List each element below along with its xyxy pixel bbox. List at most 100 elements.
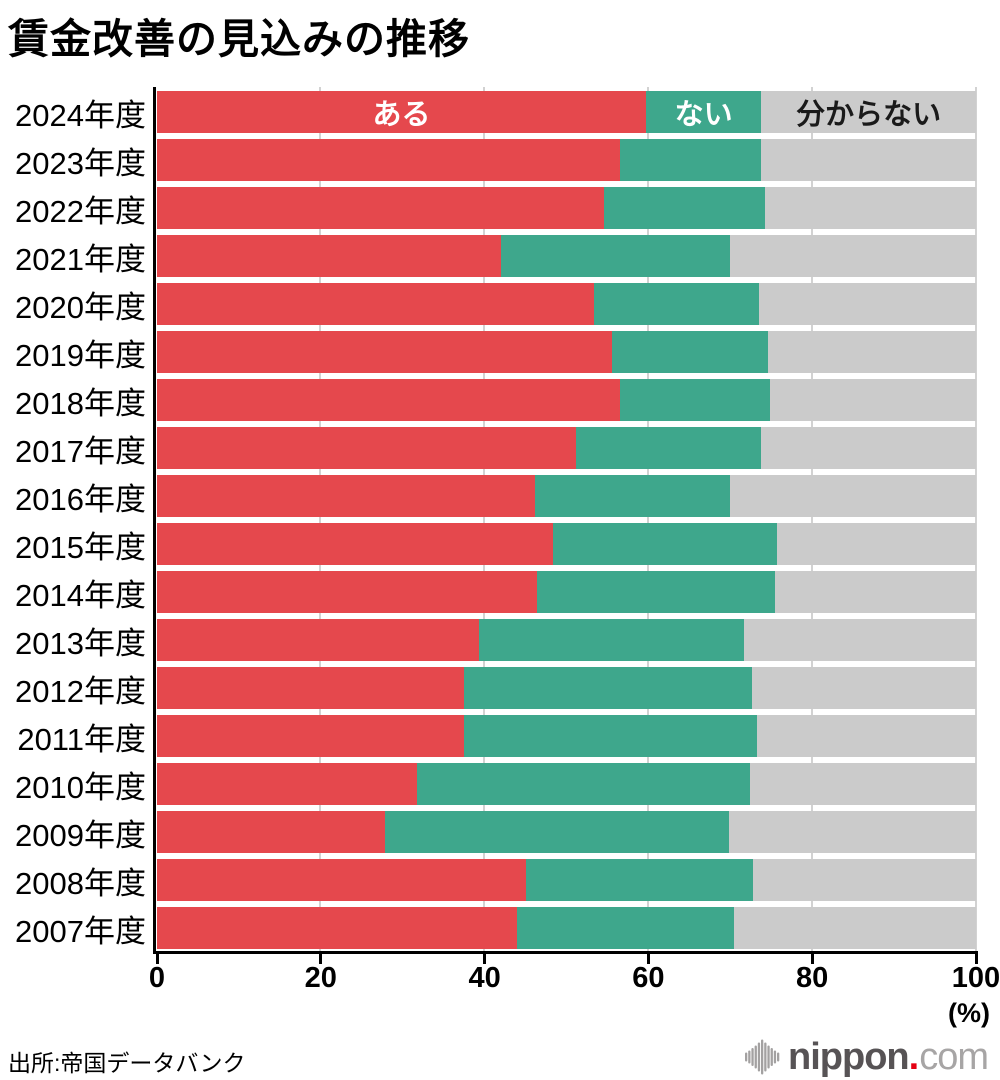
- bar-segment-分からない: [767, 331, 976, 373]
- logo-text-com: com: [919, 1036, 989, 1078]
- x-axis-tick-40: [483, 954, 487, 964]
- gridline-20: [319, 87, 322, 951]
- y-axis-label-2022年度: 2022年度: [15, 193, 146, 229]
- y-axis-label-2015年度: 2015年度: [15, 529, 146, 565]
- y-axis-line: [153, 87, 156, 954]
- x-axis-unit-label: (%): [948, 998, 990, 1028]
- bar-row-2009年度: [157, 811, 976, 853]
- legend-label-分からない: 分からない: [796, 99, 942, 131]
- bar-segment-ある: [157, 331, 612, 373]
- bar-segment-ない: [619, 379, 771, 421]
- y-axis-label-2020年度: 2020年度: [15, 289, 146, 325]
- chart-title: 賃金改善の見込みの推移: [8, 16, 470, 62]
- bar-segment-ある: [157, 571, 538, 613]
- bar-segment-ある: [157, 187, 605, 229]
- bar-segment-ある: [157, 379, 620, 421]
- bar-segment-分からない: [764, 187, 976, 229]
- x-axis-tick-label-0: 0: [148, 962, 166, 994]
- y-axis-label-2024年度: 2024年度: [15, 97, 146, 133]
- bar-segment-ない: ない: [645, 91, 762, 133]
- y-axis-label-2021年度: 2021年度: [15, 241, 146, 277]
- bar-row-2016年度: [157, 475, 976, 517]
- logo-text-nippon: nippon: [788, 1036, 910, 1078]
- bar-segment-ない: [537, 571, 775, 613]
- bar-segment-ある: [157, 763, 417, 805]
- bar-segment-ない: [464, 667, 752, 709]
- y-axis-label-2016年度: 2016年度: [15, 481, 146, 517]
- bar-row-2023年度: [157, 139, 976, 181]
- y-axis-label-2007年度: 2007年度: [15, 913, 146, 949]
- y-axis-label-2011年度: 2011年度: [17, 721, 146, 757]
- x-axis-tick-100: [974, 954, 978, 964]
- bar-row-2008年度: [157, 859, 976, 901]
- bar-segment-分からない: [744, 619, 976, 661]
- y-axis-label-2019年度: 2019年度: [15, 337, 146, 373]
- bar-segment-分からない: [757, 715, 976, 757]
- gridline-40: [483, 87, 486, 951]
- legend-label-ある: ある: [372, 99, 431, 131]
- bar-segment-分からない: [761, 139, 976, 181]
- bar-row-2019年度: [157, 331, 976, 373]
- bar-segment-分からない: [774, 571, 976, 613]
- bar-row-2017年度: [157, 427, 976, 469]
- soundwave-bars-icon: [745, 1039, 780, 1075]
- bar-segment-ない: [516, 907, 735, 949]
- bar-row-2010年度: [157, 763, 976, 805]
- y-axis-label-2012年度: 2012年度: [15, 673, 146, 709]
- bar-segment-ない: [525, 859, 754, 901]
- bar-row-2021年度: [157, 235, 976, 277]
- y-axis-label-2008年度: 2008年度: [15, 865, 146, 901]
- bar-segment-分からない: [770, 379, 976, 421]
- bar-segment-分からない: [729, 811, 976, 853]
- x-axis-tick-0: [155, 954, 159, 964]
- bar-segment-ある: [157, 619, 479, 661]
- bar-segment-ある: [157, 859, 526, 901]
- x-axis-tick-label-60: 60: [632, 962, 665, 994]
- bar-segment-分からない: [730, 475, 976, 517]
- x-axis-tick-label-100: 100: [951, 962, 1000, 994]
- x-axis-tick-80: [810, 954, 814, 964]
- bar-row-2007年度: [157, 907, 976, 949]
- gridline-100: [974, 87, 977, 951]
- x-axis-tick-20: [319, 954, 323, 964]
- bar-segment-分からない: [734, 907, 976, 949]
- x-axis-tick-label-20: 20: [304, 962, 337, 994]
- x-axis-line: [153, 951, 978, 954]
- logo-wordmark: nippon. com: [788, 1036, 989, 1078]
- bar-segment-分からない: 分からない: [761, 91, 976, 133]
- legend-label-ない: ない: [674, 99, 733, 131]
- bar-segment-ない: [593, 283, 759, 325]
- bar-segment-ない: [416, 763, 750, 805]
- y-axis-label-2014年度: 2014年度: [15, 577, 146, 613]
- bar-row-2014年度: [157, 571, 976, 613]
- bar-row-2015年度: [157, 523, 976, 565]
- bar-segment-分からない: [761, 427, 976, 469]
- y-axis-label-2009年度: 2009年度: [15, 817, 146, 853]
- x-axis-tick-60: [646, 954, 650, 964]
- bar-segment-ない: [611, 331, 768, 373]
- bar-segment-ない: [604, 187, 765, 229]
- source-note: 出所:帝国データバンク: [8, 1050, 246, 1076]
- bar-row-2018年度: [157, 379, 976, 421]
- gridline-80: [810, 87, 813, 951]
- nippon-com-logo: nippon. com: [745, 1036, 989, 1078]
- bar-segment-ない: [619, 139, 762, 181]
- bar-row-2022年度: [157, 187, 976, 229]
- bar-row-2013年度: [157, 619, 976, 661]
- bar-row-2012年度: [157, 667, 976, 709]
- gridline-60: [646, 87, 649, 951]
- logo-dot: .: [908, 1036, 920, 1078]
- y-axis-label-2013年度: 2013年度: [15, 625, 146, 661]
- bar-segment-ある: [157, 427, 577, 469]
- bar-segment-ある: ある: [157, 91, 646, 133]
- bar-row-2020年度: [157, 283, 976, 325]
- y-axis-label-2010年度: 2010年度: [15, 769, 146, 805]
- bar-segment-分からない: [776, 523, 976, 565]
- y-axis-label-2017年度: 2017年度: [15, 433, 146, 469]
- bar-segment-ない: [464, 715, 758, 757]
- bar-segment-ある: [157, 283, 594, 325]
- bar-segment-ある: [157, 715, 465, 757]
- bar-row-2024年度: ある ない 分からない: [157, 91, 976, 133]
